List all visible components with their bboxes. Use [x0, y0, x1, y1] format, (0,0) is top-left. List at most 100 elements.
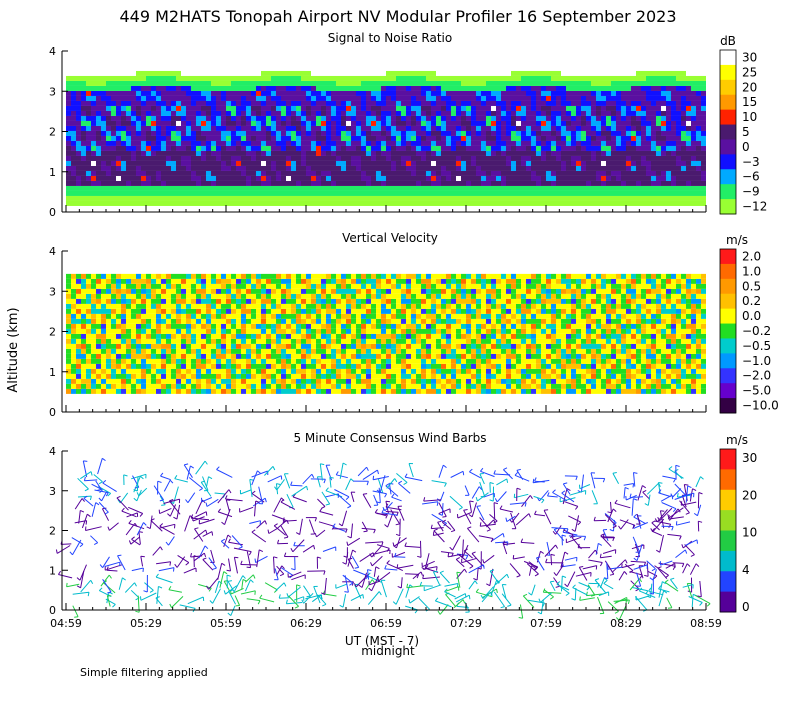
snr-cell	[466, 196, 471, 201]
snr-cell	[281, 201, 286, 206]
snr-cell	[471, 106, 476, 111]
vv-cell	[251, 369, 256, 374]
snr-cell	[391, 146, 396, 151]
snr-cell	[676, 151, 681, 156]
snr-cell	[91, 96, 96, 101]
vv-cell	[141, 274, 146, 279]
snr-cell	[481, 126, 486, 131]
snr-cell	[301, 166, 306, 171]
vv-cell	[221, 294, 226, 299]
snr-cell	[381, 131, 386, 136]
snr-cell	[101, 156, 106, 161]
snr-cell	[281, 116, 286, 121]
snr-cell	[646, 181, 651, 186]
snr-cell	[631, 166, 636, 171]
snr-cell	[231, 166, 236, 171]
snr-cell	[371, 151, 376, 156]
vv-cell	[96, 319, 101, 324]
snr-cell	[561, 151, 566, 156]
vv-cell	[346, 389, 351, 394]
snr-cell	[631, 116, 636, 121]
vv-cell	[261, 289, 266, 294]
vv-cell	[356, 339, 361, 344]
snr-cell	[171, 81, 176, 86]
vv-cell	[171, 274, 176, 279]
snr-cell	[406, 181, 411, 186]
vv-cell	[66, 374, 71, 379]
vv-cell	[106, 284, 111, 289]
vv-cell	[126, 389, 131, 394]
snr-cell	[626, 91, 631, 96]
snr-cell	[186, 136, 191, 141]
snr-cell	[426, 136, 431, 141]
snr-cell	[331, 196, 336, 201]
snr-cell	[261, 111, 266, 116]
snr-cell	[551, 161, 556, 166]
vv-cell	[341, 354, 346, 359]
snr-cell	[96, 101, 101, 106]
snr-cell	[701, 146, 706, 151]
snr-cell	[326, 76, 331, 81]
snr-cell	[681, 156, 686, 161]
vv-cell	[196, 384, 201, 389]
snr-cell	[431, 141, 436, 146]
y-tick-label: 2	[49, 126, 56, 139]
vv-cell	[186, 354, 191, 359]
snr-cell	[576, 116, 581, 121]
snr-cell	[281, 166, 286, 171]
vv-cell	[206, 334, 211, 339]
snr-cell	[401, 151, 406, 156]
snr-cell	[166, 106, 171, 111]
snr-cell	[161, 111, 166, 116]
snr-cell	[401, 76, 406, 81]
snr-cell	[436, 101, 441, 106]
vv-cell	[296, 359, 301, 364]
vv-cell	[241, 299, 246, 304]
snr-cell	[521, 131, 526, 136]
snr-cell	[106, 141, 111, 146]
snr-cell	[481, 91, 486, 96]
snr-cell	[486, 156, 491, 161]
vv-cell	[271, 309, 276, 314]
vv-cell	[281, 374, 286, 379]
vv-cell	[306, 314, 311, 319]
vv-cell	[96, 309, 101, 314]
snr-cell	[171, 101, 176, 106]
snr-cell	[266, 196, 271, 201]
vv-cell	[161, 309, 166, 314]
vv-cell	[91, 364, 96, 369]
vv-cell	[341, 319, 346, 324]
snr-cell	[401, 156, 406, 161]
snr-cell	[366, 166, 371, 171]
snr-cell	[621, 96, 626, 101]
snr-cell	[206, 166, 211, 171]
snr-cell	[181, 86, 186, 91]
snr-cell	[531, 81, 536, 86]
snr-cell	[86, 146, 91, 151]
snr-cell	[396, 146, 401, 151]
snr-cell	[671, 176, 676, 181]
snr-cell	[456, 121, 461, 126]
snr-cell	[561, 126, 566, 131]
vv-cell	[186, 314, 191, 319]
snr-cell	[621, 201, 626, 206]
snr-cell	[241, 166, 246, 171]
snr-cell	[656, 116, 661, 121]
snr-cell	[681, 186, 686, 191]
vv-cell	[361, 379, 366, 384]
vv-cell	[186, 329, 191, 334]
snr-cell	[606, 196, 611, 201]
snr-cell	[581, 181, 586, 186]
snr-cell	[261, 176, 266, 181]
vv-cell	[81, 334, 86, 339]
snr-cell	[681, 171, 686, 176]
vv-cell	[116, 284, 121, 289]
vv-cell	[121, 369, 126, 374]
snr-cell	[471, 116, 476, 121]
snr-cell	[536, 71, 541, 76]
vv-cell	[181, 274, 186, 279]
snr-cell	[641, 81, 646, 86]
snr-cell	[461, 111, 466, 116]
snr-cell	[221, 106, 226, 111]
vv-cell	[241, 364, 246, 369]
